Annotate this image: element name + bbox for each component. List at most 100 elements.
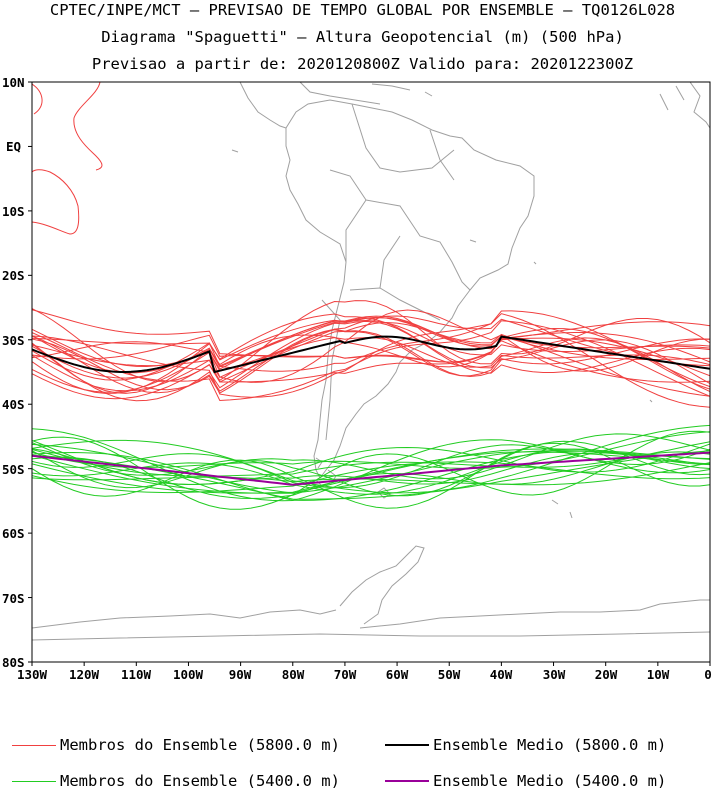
lon-label: 80W [282,667,305,682]
caribbean-islands [371,83,411,91]
member-5400-line [32,448,710,495]
axis-tick-labels: 10N EQ 10S 20S 30S 40S 50S 60S 70S 80S 1… [2,75,712,682]
member-5400-line [32,440,710,485]
lon-label: 120W [69,667,100,682]
falklands [377,487,391,499]
member-5800-line [32,337,710,392]
member-5800-line [32,337,710,383]
member-5800-line [32,321,710,400]
legend-item-members-5400: Membros do Ensemble (5400.0 m) [12,772,340,790]
lon-label: 100W [173,667,204,682]
member-5400-line [32,430,710,510]
member-5800-line [32,313,710,394]
border-5 [379,235,401,289]
legend-swatch [12,744,56,746]
lon-label: 130W [17,667,48,682]
lon-label: 70W [334,667,357,682]
member-5800-line [32,316,710,374]
member-5800-line [32,313,710,408]
south-america-outline [285,99,535,479]
antilles [424,91,433,97]
legend-swatch [385,744,429,746]
legend-item-mean-5400: Ensemble Medio (5400.0 m) [385,772,666,790]
member-5800-line [32,310,710,388]
lon-label: 30W [543,667,566,682]
legend-item-members-5800: Membros do Ensemble (5800.0 m) [12,736,340,754]
legend-label: Ensemble Medio (5400.0 m) [433,772,667,790]
member-5400-line [32,462,710,486]
africa-detail [659,85,685,111]
legend-swatch [12,780,56,782]
lat-label: 50S [2,462,25,477]
legend: Membros do Ensemble (5800.0 m) Ensemble … [0,720,725,800]
member-5400-line [32,428,710,502]
antarctica-coast-east [359,599,710,629]
title-line-3: Previsao a partir de: 2020120800Z Valido… [91,55,634,73]
caribbean-coast [299,82,381,105]
member-5800-line [32,327,710,394]
member-5400-line [32,424,710,494]
member-5400-line [32,443,710,494]
lat-label: 60S [2,526,25,541]
small-islands [231,149,653,403]
lon-label: 20W [595,667,618,682]
border-6 [429,129,455,181]
axis-ticks [28,81,711,666]
pacific-5800-contours [32,82,103,235]
lat-label: 30S [2,333,25,348]
ice-shelf [32,631,710,641]
member-5400-line [32,461,710,494]
lat-label: 20S [2,268,25,283]
lon-label: 90W [229,667,252,682]
africa-coast [689,82,710,129]
border-1 [351,103,455,173]
member-5800-line [32,317,710,379]
member-5800-line [32,309,710,363]
antarctica-coast-west [32,609,337,629]
border-7 [321,299,341,441]
lat-label: 70S [2,591,25,606]
member-5800-line [32,328,710,394]
member-5800-line [32,329,710,394]
member-5800-line [32,309,710,383]
antarctic-peninsula [339,545,425,625]
member-5800-line [32,320,710,402]
member-5400-line [32,441,710,477]
mean-5400-line [32,451,710,486]
member-5800-line [32,300,710,382]
lon-label: 110W [121,667,152,682]
lat-label: 10N [2,75,25,90]
title-line-1: CPTEC/INPE/MCT – PREVISAO DE TEMPO GLOBA… [49,1,676,19]
lon-label: 50W [438,667,461,682]
member-5400-line [32,442,710,509]
member-5400-line [32,451,710,500]
lat-label: 80S [2,655,25,670]
border-3 [365,199,471,291]
members-5400-lines [32,424,710,510]
member-5800-line [32,320,710,402]
legend-label: Membros do Ensemble (5800.0 m) [60,736,340,754]
south-georgia [551,499,573,519]
central-america-coast [239,82,287,129]
border-2 [329,169,367,262]
member-5400-line [32,433,710,480]
border-4 [349,287,441,321]
members-5800-lines [32,300,710,408]
lat-label: EQ [6,139,21,154]
legend-swatch [385,780,429,782]
lat-label: 40S [2,397,25,412]
legend-label: Ensemble Medio (5800.0 m) [433,736,667,754]
lon-label: 10W [647,667,670,682]
lon-label: 40W [490,667,513,682]
coastlines [32,82,710,641]
title-line-2: Diagrama "Spaguetti" – Altura Geopotenci… [101,28,624,46]
member-5800-line [32,315,710,372]
map-frame [31,81,711,663]
lon-label: 0 [704,667,712,682]
lon-label: 60W [386,667,409,682]
lat-label: 10S [2,204,25,219]
legend-label: Membros do Ensemble (5400.0 m) [60,772,340,790]
legend-item-mean-5800: Ensemble Medio (5800.0 m) [385,736,666,754]
mean-5800-line [32,335,710,374]
